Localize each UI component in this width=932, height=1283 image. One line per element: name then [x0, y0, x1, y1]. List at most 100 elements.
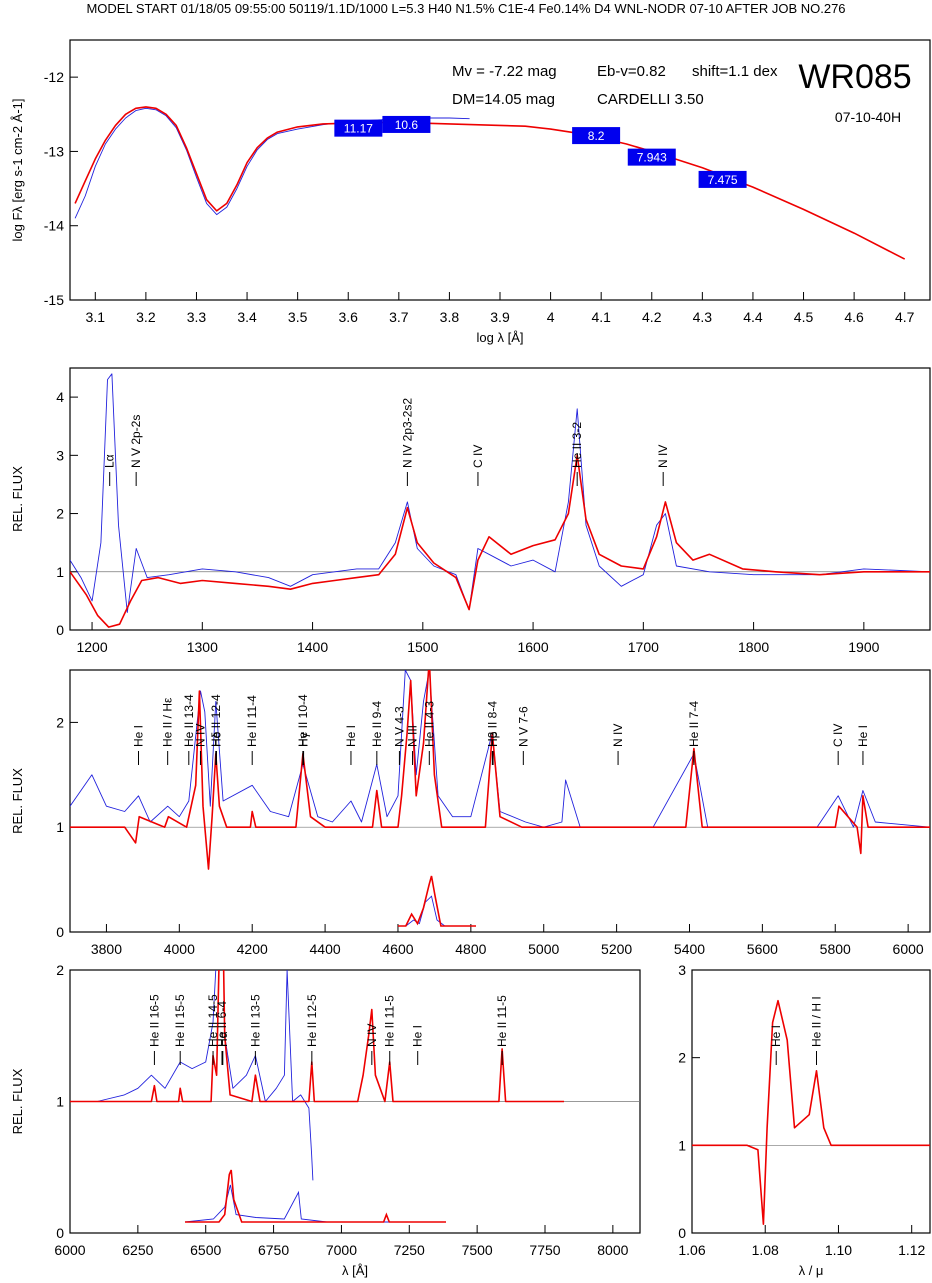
optical-line-label: He I — [344, 725, 358, 747]
sed-flux-box-label: 7.475 — [708, 173, 738, 187]
uv-x-tick-label: 1600 — [517, 639, 548, 655]
red-line-label: He II 12-5 — [305, 994, 319, 1047]
sed-y-tick-label: -12 — [44, 69, 64, 85]
red-line-label: He I — [411, 1025, 425, 1047]
ir-x-label: λ / μ — [799, 1263, 824, 1278]
ir-x-tick-label: 1.12 — [898, 1242, 925, 1258]
red-line-label: Hα — [216, 1031, 230, 1047]
uv-line-label: He II 3-2 — [570, 422, 584, 468]
uv-line-label: N IV — [656, 445, 670, 468]
uv-x-tick-label: 1900 — [848, 639, 879, 655]
optical-x-tick-label: 4200 — [237, 941, 268, 957]
sed-flux-box — [698, 170, 747, 188]
panel-sed: 3.1 3.2 3.3 3.4 3.5 3.6 3.7 3.8 3.9 4 4.1 4.2 4.3 4.4… — [10, 39, 931, 345]
red-line-label: He II 11-5 — [383, 995, 397, 1047]
red-y-tick-label: 2 — [56, 962, 64, 978]
red-y-tick-label: 0 — [56, 1225, 64, 1241]
sed-flux-boxes: 11.17 10.6 8.2 7.943 7.475 — [334, 115, 747, 188]
red-y-tick-label: 1 — [56, 1094, 64, 1110]
optical-inset — [398, 875, 476, 927]
sed-y-tick-label: -13 — [44, 143, 64, 159]
optical-line-label: He II / Hε — [161, 697, 175, 747]
optical-y-tick-label: 0 — [56, 924, 64, 940]
uv-y-label: REL. FLUX — [10, 466, 25, 532]
sed-annotation-mv: Mv = -7.22 mag — [452, 63, 557, 80]
sed-title: WR085 — [798, 58, 911, 96]
sed-x-label: log λ [Å] — [477, 330, 524, 345]
optical-line-ids: He I He II / Hε He II 13-4N IV He II 12-4Hδ… — [132, 694, 870, 765]
sed-flux-box — [382, 115, 431, 133]
ir-y-tick-label: 3 — [678, 962, 686, 978]
panel-ir: 1.06 1.08 1.10 1.12 0 1 2 3 λ / μ He I He II / H I — [678, 962, 931, 1278]
red-observation-line — [70, 970, 314, 1181]
sed-x-ticks: 3.1 3.2 3.3 3.4 3.5 3.6 3.7 3.8 3.9 4 4.1 4.2 4.3 4.4… — [86, 292, 915, 325]
sed-model-line — [74, 106, 906, 260]
red-x-ticks: 6000 6250 6500 6750 7000 7250 7500 7750 8000 — [54, 1225, 629, 1258]
optical-x-tick-label: 5200 — [601, 941, 632, 957]
optical-line-label: N IV — [193, 724, 207, 747]
optical-x-tick-label: 5400 — [674, 941, 705, 957]
red-x-tick-label: 7250 — [394, 1242, 425, 1258]
ir-x-tick-label: 1.08 — [752, 1242, 779, 1258]
sed-y-label: log Fλ [erg s-1 cm-2 Å-1] — [10, 98, 25, 241]
optical-line-label: He I — [856, 725, 870, 747]
optical-x-tick-label: 4600 — [382, 941, 413, 957]
red-inset-observation-line — [184, 1184, 446, 1223]
optical-line-label: He II 4-3 — [422, 701, 436, 747]
sed-flux-box-label: 10.6 — [395, 118, 419, 132]
uv-x-ticks: 1200 1300 1400 1500 1600 1700 1800 1900 — [76, 622, 880, 655]
optical-line-label: C IV — [831, 724, 845, 747]
optical-line-label: He II 7-4 — [687, 701, 701, 747]
red-x-tick-label: 7750 — [529, 1242, 560, 1258]
uv-line-label: Lα — [103, 454, 117, 468]
uv-y-tick-label: 1 — [56, 564, 64, 580]
uv-x-tick-label: 1400 — [297, 639, 328, 655]
ir-x-tick-label: 1.06 — [678, 1242, 705, 1258]
sed-x-tick-label: 3.4 — [237, 309, 257, 325]
uv-y-tick-label: 0 — [56, 622, 64, 638]
ir-y-tick-label: 0 — [678, 1225, 686, 1241]
uv-line-label: C IV — [471, 445, 485, 468]
red-line-label: He II 14-5 — [206, 994, 220, 1047]
sed-x-tick-label: 4.5 — [794, 309, 814, 325]
sed-x-tick-label: 3.6 — [339, 309, 359, 325]
optical-line-label: N V 4-3 — [392, 706, 406, 747]
red-inset-model-line — [185, 1169, 446, 1223]
header-info: MODEL START 01/18/05 09:55:00 50119/1.1D… — [86, 1, 846, 16]
optical-line-label: Hβ — [486, 731, 500, 747]
sed-annotation-cardelli: CARDELLI 3.50 — [597, 91, 704, 108]
sed-annotation-ebv: Eb-v=0.82 — [597, 63, 666, 80]
optical-x-tick-label: 5000 — [528, 941, 559, 957]
uv-line-label: N IV 2p3-2s2 — [400, 398, 414, 468]
optical-x-tick-label: 4400 — [310, 941, 341, 957]
ir-y-ticks: 0 1 2 3 — [678, 962, 700, 1241]
red-x-tick-label: 6750 — [258, 1242, 289, 1258]
optical-line-label: He II 8-4 — [485, 701, 499, 747]
sed-x-tick-label: 3.5 — [288, 309, 308, 325]
uv-y-tick-label: 3 — [56, 447, 64, 463]
uv-model-line — [70, 454, 930, 628]
optical-line-label: N V 7-6 — [516, 706, 530, 747]
sed-flux-box — [572, 127, 621, 145]
optical-inset-model-line — [398, 875, 476, 927]
optical-frame — [69, 669, 931, 933]
sed-flux-box-label: 8.2 — [588, 129, 605, 143]
ir-y-tick-label: 2 — [678, 1050, 686, 1066]
optical-y-label: REL. FLUX — [10, 768, 25, 834]
uv-x-tick-label: 1500 — [407, 639, 438, 655]
optical-inset-observation-line — [398, 895, 476, 927]
optical-line-label: He II 9-4 — [370, 701, 384, 747]
optical-observation-line — [70, 670, 930, 828]
uv-y-ticks: 0 1 2 3 4 — [56, 389, 78, 638]
panel-uv: 1200 1300 1400 1500 1600 1700 1800 1900 0 1 2 3 4 REL… — [10, 367, 931, 655]
sed-x-tick-label: 3.2 — [136, 309, 156, 325]
optical-line-label: He II 11-4 — [245, 695, 259, 747]
sed-flux-box — [334, 119, 383, 137]
sed-x-tick-label: 4.4 — [743, 309, 763, 325]
optical-line-label: N III — [406, 725, 420, 747]
optical-x-tick-label: 3800 — [91, 941, 122, 957]
uv-line-ids: Lα N V 2p-2s N IV 2p3-2s2 C IV He II 3-2 N IV — [103, 398, 670, 486]
sed-y-tick-label: -14 — [44, 218, 64, 234]
sed-annotation-shift: shift=1.1 dex — [692, 63, 778, 80]
sed-x-tick-label: 3.1 — [86, 309, 106, 325]
